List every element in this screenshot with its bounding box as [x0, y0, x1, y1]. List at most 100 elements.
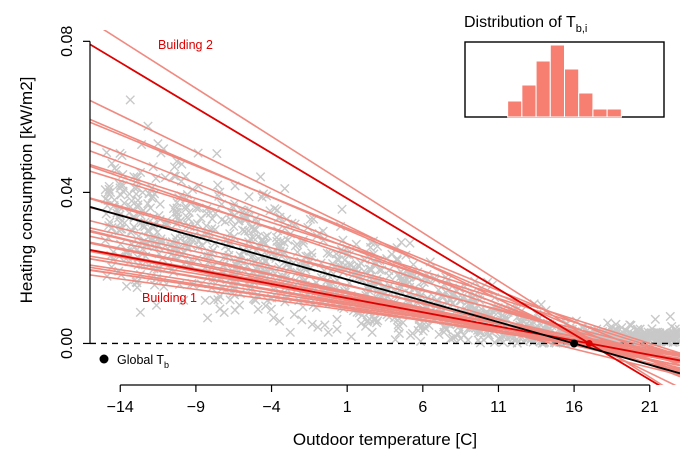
scatter-point [297, 315, 307, 325]
building-line [90, 165, 680, 371]
global-line-layer [90, 206, 680, 375]
global-legend: Global Tb [99, 353, 169, 370]
x-tick-label: −9 [187, 399, 205, 416]
scatter-point [332, 314, 342, 325]
scatter-point [119, 218, 130, 228]
scatter-point [184, 214, 194, 224]
scatter-point [283, 235, 293, 245]
y-axis-label: Heating consumption [kW/m2] [17, 77, 36, 304]
scatter-point [178, 295, 189, 305]
scatter-point [104, 184, 114, 195]
scatter-point [270, 204, 280, 214]
scatter-point [323, 327, 333, 338]
scatter-point [255, 172, 266, 182]
scatter-point [367, 327, 377, 338]
scatter-point [260, 232, 270, 242]
scatter-point [669, 330, 679, 340]
scatter-point [111, 165, 122, 175]
inset-bars [507, 44, 622, 118]
scatter-point [249, 224, 259, 234]
scatter-point [149, 280, 160, 290]
scatter-point [109, 195, 120, 205]
scatter-point [340, 255, 350, 265]
scatter-point [366, 265, 377, 275]
scatter-point [225, 295, 235, 305]
scatter-point [143, 121, 153, 131]
y-ticks: 0.00 0.04 0.08 [59, 26, 90, 359]
scatter-point [363, 315, 373, 326]
scatter-point [240, 226, 250, 236]
x-tick-label: 6 [418, 399, 427, 416]
global-balance-point [570, 339, 579, 348]
scatter-point [262, 295, 273, 306]
scatter-point [318, 226, 328, 236]
scatter-point [151, 173, 161, 184]
scatter-point [656, 333, 666, 343]
scatter-point [213, 180, 223, 190]
axes: −14 −9 −4 1 6 11 16 21 0.000.040.08 Outdoor tem… [17, 26, 659, 449]
scatter-point [322, 248, 332, 258]
scatter-point [364, 264, 375, 274]
scatter-point [244, 192, 254, 202]
scatter-point [159, 281, 169, 292]
scatter-point [313, 322, 323, 332]
x-tick-label: 11 [490, 399, 507, 416]
global-legend-text: Global T [117, 353, 164, 367]
scatter-point [274, 316, 285, 326]
scatter-point [124, 189, 135, 199]
scatter-point [268, 313, 279, 323]
scatter-point [465, 298, 475, 309]
scatter-point [332, 254, 342, 265]
histogram-bar [535, 60, 551, 118]
scatter-point [266, 304, 277, 314]
x-tick-label: 16 [565, 399, 583, 416]
x-axis-label: Outdoor temperature [C] [293, 430, 477, 449]
scatter-point [396, 237, 407, 247]
highlight-building-line [90, 43, 661, 385]
histogram-bar [507, 100, 523, 118]
scatter-point [143, 199, 153, 209]
histogram-bar [521, 84, 537, 118]
building-balance-point [585, 339, 593, 347]
scatter-point [253, 304, 263, 314]
building-line [90, 269, 680, 356]
scatter-point [332, 324, 342, 334]
scatter-point [398, 317, 408, 328]
scatter-point [356, 318, 366, 329]
histogram-bar [592, 108, 608, 118]
building-line [90, 206, 680, 356]
building-line [90, 197, 680, 361]
scatter-point [209, 295, 219, 305]
histogram-bar [606, 108, 622, 118]
scatter-point [215, 304, 225, 314]
scatter-point [168, 203, 179, 214]
scatter-point [121, 281, 132, 291]
scatter-point [150, 236, 160, 247]
balance-markers [570, 339, 593, 348]
scatter-point [212, 148, 222, 159]
scatter-point [289, 309, 300, 320]
scatter-point [135, 307, 146, 318]
scatter-point [390, 334, 401, 345]
inset-histogram: Distribution of Tb,i [464, 14, 665, 118]
scatter-point [169, 162, 180, 172]
scatter-point [518, 336, 529, 347]
x-tick-label: 1 [343, 399, 352, 416]
building-line [90, 170, 680, 357]
scatter-point [625, 320, 635, 330]
global-legend-label: Global Tb [117, 353, 169, 370]
histogram-bar [564, 68, 580, 118]
x-tick-label: −4 [262, 399, 280, 416]
scatter-point [152, 227, 163, 238]
inset-title-subscript: b,i [576, 23, 588, 35]
scatter-point [650, 314, 661, 324]
scatter-point [135, 167, 146, 178]
scatter-point [337, 204, 347, 214]
highlight-lines [90, 43, 680, 385]
highlight-building-line [90, 249, 680, 362]
global-fit-line [90, 206, 680, 375]
building-1-label: Building 1 [142, 291, 197, 305]
histogram-bar [578, 92, 594, 118]
scatter-point [441, 324, 452, 334]
